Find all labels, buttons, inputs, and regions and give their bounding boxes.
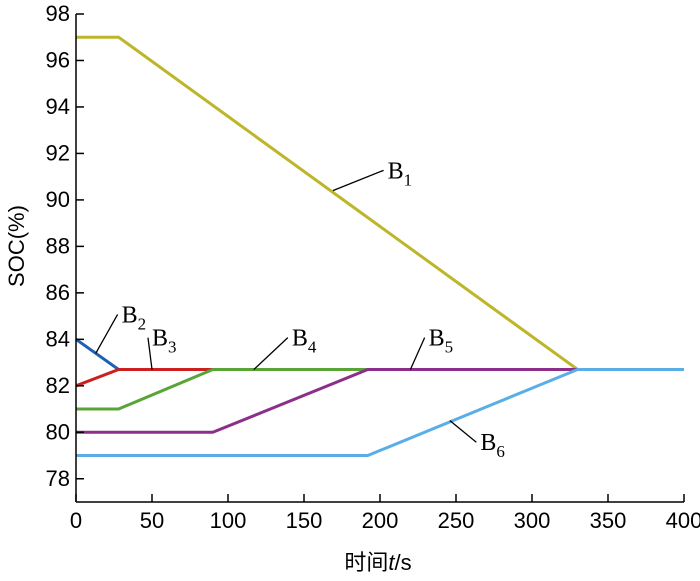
y-tick-label: 84 bbox=[46, 326, 70, 351]
y-tick-label: 98 bbox=[46, 1, 70, 26]
y-tick-label: 80 bbox=[46, 419, 70, 444]
series-label-subscript: 2 bbox=[138, 314, 147, 333]
leader-line-b4 bbox=[253, 337, 289, 371]
y-axis-title: SOC(%) bbox=[4, 205, 29, 287]
series-line-b6 bbox=[76, 368, 684, 457]
y-tick-label: 94 bbox=[46, 94, 70, 119]
series-label-letter: B bbox=[152, 326, 168, 352]
series-line-b5 bbox=[76, 368, 578, 434]
series-label-letter: B bbox=[292, 326, 308, 352]
series-label-subscript: 6 bbox=[496, 442, 505, 461]
leader-line-b6 bbox=[449, 420, 477, 443]
series-label-letter: B bbox=[429, 326, 445, 352]
x-axis-title-unit: /s bbox=[395, 550, 412, 575]
axes: 0 50 100 150 200 250 300 350 400 78 80 82 84 86 88 90 92… bbox=[46, 1, 700, 533]
series-label-b1: B1 bbox=[388, 158, 413, 189]
x-axis-title-text: 时间 bbox=[344, 550, 388, 575]
series-label-b3: B3 bbox=[152, 326, 177, 357]
leader-line-b2 bbox=[95, 314, 119, 354]
y-tick-label: 82 bbox=[46, 373, 70, 398]
series-line-b1 bbox=[76, 35, 684, 371]
y-tick-label: 92 bbox=[46, 140, 70, 165]
plot-lines bbox=[75, 35, 684, 457]
y-tick-label: 78 bbox=[46, 466, 70, 491]
x-tick-label: 100 bbox=[210, 508, 247, 533]
series-label-subscript: 5 bbox=[445, 338, 454, 357]
leader-lines bbox=[95, 169, 477, 443]
leader-line-b3 bbox=[147, 337, 153, 370]
x-tick-label: 200 bbox=[362, 508, 399, 533]
y-tick-label: 90 bbox=[46, 187, 70, 212]
series-line-b4 bbox=[76, 368, 578, 411]
series-label-subscript: 3 bbox=[168, 338, 177, 357]
series-label-letter: B bbox=[388, 158, 404, 184]
x-axis-title: 时间t/s bbox=[344, 550, 411, 575]
x-axis-title-var: t bbox=[388, 550, 395, 575]
series-line-b2 bbox=[75, 338, 120, 371]
series-label-letter: B bbox=[480, 430, 496, 456]
x-tick-label: 0 bbox=[70, 508, 82, 533]
series-label-b6: B6 bbox=[480, 430, 505, 461]
leader-line-b1 bbox=[332, 169, 384, 192]
x-tick-label: 150 bbox=[286, 508, 323, 533]
series-line-b3 bbox=[75, 368, 578, 388]
series-label-b5: B5 bbox=[429, 326, 454, 357]
series-label-b2: B2 bbox=[122, 302, 147, 333]
y-tick-label: 96 bbox=[46, 47, 70, 72]
x-tick-label: 400 bbox=[666, 508, 700, 533]
x-tick-label: 250 bbox=[438, 508, 475, 533]
y-tick-label: 88 bbox=[46, 233, 70, 258]
y-tick-label: 86 bbox=[46, 280, 70, 305]
series-label-letter: B bbox=[122, 302, 138, 328]
x-tick-label: 350 bbox=[590, 508, 627, 533]
x-tick-label: 50 bbox=[140, 508, 164, 533]
leader-line-b5 bbox=[409, 337, 426, 370]
x-tick-label: 300 bbox=[514, 508, 551, 533]
series-label-subscript: 1 bbox=[404, 170, 413, 189]
series-label-b4: B4 bbox=[292, 326, 317, 357]
series-label-subscript: 4 bbox=[308, 338, 317, 357]
